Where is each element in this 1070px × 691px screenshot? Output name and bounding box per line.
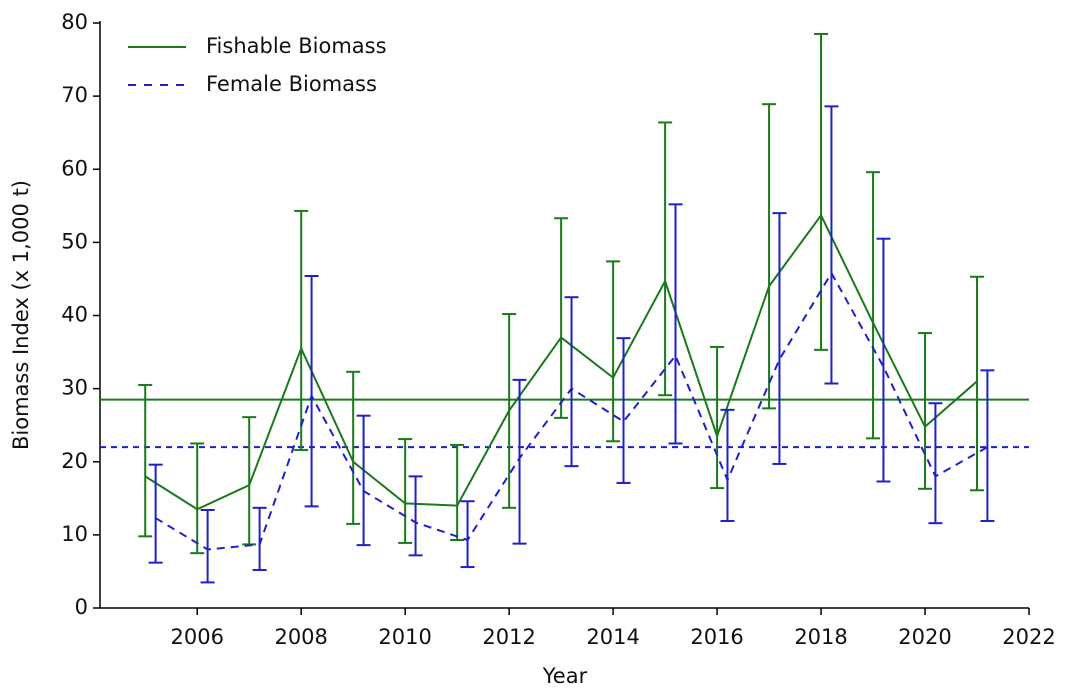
y-tick-label: 40 [61, 303, 88, 327]
error-bar [762, 103, 777, 410]
error-bar [450, 443, 465, 541]
x-tick-label: 2020 [898, 625, 951, 649]
error-bar [200, 509, 215, 584]
error-bar [928, 402, 943, 525]
error-bar [252, 506, 267, 571]
error-bar [408, 475, 423, 557]
error-bar [190, 442, 205, 555]
x-axis-label: Year [542, 664, 588, 688]
y-tick-label: 0 [75, 595, 88, 619]
x-tick-label: 2010 [378, 625, 431, 649]
error-bar [876, 237, 891, 483]
series-line [144, 213, 978, 511]
x-tick-label: 2014 [586, 625, 639, 649]
error-bar [720, 408, 735, 522]
error-bar [658, 121, 673, 397]
x-tick-label: 2022 [1002, 625, 1055, 649]
x-tick-label: 2006 [170, 625, 223, 649]
error-bar [554, 217, 569, 419]
error-bar [294, 209, 309, 452]
error-bar [356, 414, 371, 547]
error-bar [460, 500, 475, 569]
error-bar [980, 369, 995, 522]
error-bar [866, 171, 881, 440]
y-tick-label: 10 [61, 522, 88, 546]
error-bar [616, 337, 631, 484]
x-tick-label: 2016 [690, 625, 743, 649]
error-bar [668, 203, 683, 445]
error-bar [772, 212, 787, 465]
x-tick-label: 2018 [794, 625, 847, 649]
legend-label: Fishable Biomass [206, 34, 387, 58]
y-tick-label: 60 [61, 156, 88, 180]
error-bar [824, 105, 839, 385]
error-bar [242, 416, 257, 546]
error-bar [710, 345, 725, 490]
x-tick-label: 2012 [482, 625, 535, 649]
error-bar [138, 383, 153, 538]
error-bar [970, 275, 985, 492]
y-tick-label: 50 [61, 229, 88, 253]
error-bar [148, 463, 163, 564]
error-bar [918, 332, 933, 490]
y-tick-label: 20 [61, 449, 88, 473]
y-tick-label: 30 [61, 376, 88, 400]
y-tick-label: 70 [61, 83, 88, 107]
error-bar [512, 378, 527, 545]
series-line [155, 271, 988, 551]
error-bar [304, 275, 319, 508]
y-axis-label: Biomass Index (x 1,000 t) [9, 180, 33, 450]
legend-label: Female Biomass [206, 72, 377, 96]
y-tick-label: 80 [61, 10, 88, 34]
error-bar [606, 260, 621, 443]
error-bar [814, 32, 829, 351]
error-bar [346, 370, 361, 525]
error-bar [564, 296, 579, 468]
x-tick-label: 2008 [274, 625, 327, 649]
error-bar [398, 438, 413, 544]
